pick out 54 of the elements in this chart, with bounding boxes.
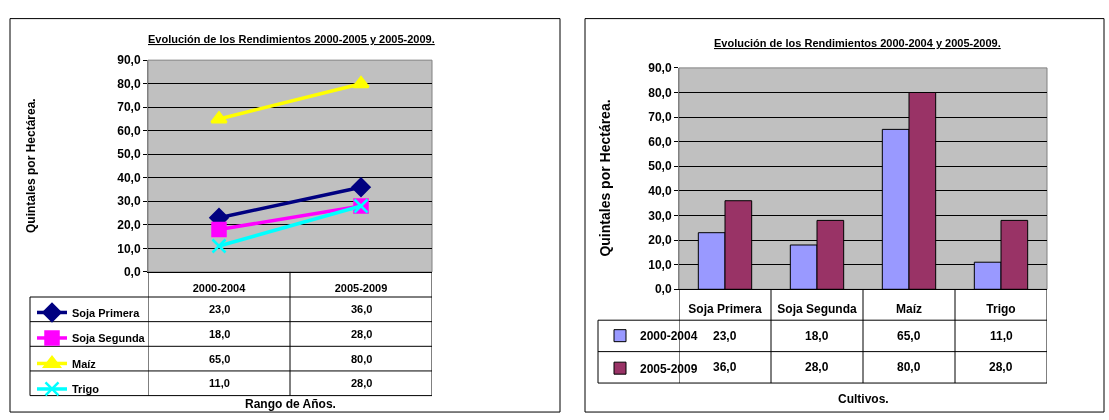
y-tick-label: 70,0	[648, 110, 672, 125]
data-label: 80,0	[351, 353, 373, 365]
y-tick-label: 50,0	[648, 159, 672, 174]
data-label: 11,0	[990, 329, 1014, 343]
y-tick-label: 40,0	[648, 184, 672, 199]
data-label: 23,0	[209, 303, 231, 315]
legend-label: 2005-2009	[640, 361, 698, 376]
y-tick-label: 50,0	[117, 147, 141, 162]
x-tick-label: Soja Segunda	[777, 301, 857, 316]
point	[351, 177, 371, 197]
data-label: 36,0	[713, 360, 737, 374]
x-tick-label: Maíz	[895, 301, 923, 316]
y-tick-label: 60,0	[117, 123, 141, 138]
y-tick-label: 20,0	[648, 233, 672, 248]
y-tick-label: 30,0	[117, 194, 141, 209]
y-axis-title: Quintales por Hectárea.	[23, 98, 38, 234]
y-tick-label: 10,0	[117, 241, 141, 256]
legend-label: Maíz	[72, 357, 97, 370]
point	[211, 221, 227, 238]
data-label: 23,0	[713, 329, 737, 343]
y-tick-label: 10,0	[648, 257, 672, 272]
data-label: 80,0	[897, 360, 921, 374]
y-tick-label: 90,0	[117, 53, 141, 68]
y-tick-label: 60,0	[648, 134, 672, 149]
y-tick-label: 20,0	[117, 218, 141, 233]
y-tick-label: 90,0	[648, 61, 672, 76]
x-axis-title: Rango de Años.	[245, 397, 336, 411]
x-tick-label: Trigo	[986, 301, 1016, 316]
y-tick-label: 80,0	[117, 76, 141, 91]
y-axis-title: Quintales por Hectárea.	[597, 99, 614, 257]
data-label: 18,0	[209, 328, 231, 340]
chart-title: Evolución de los Rendimientos 2000-2004 y 2005-2009.	[714, 37, 1001, 49]
y-tick-label: 70,0	[117, 100, 141, 115]
x-tick-label: Soja Primera	[688, 301, 763, 316]
data-label: 11,0	[209, 377, 230, 389]
legend-label: Soja Segunda	[72, 332, 146, 345]
y-tick-label: 0,0	[654, 282, 672, 297]
data-label: 28,0	[989, 360, 1013, 374]
y-tick-label: 80,0	[648, 85, 672, 100]
legend-label: 2000-2004	[640, 329, 698, 344]
y-tick-label: 40,0	[117, 170, 141, 185]
data-label: 65,0	[897, 329, 921, 343]
legend-label: Trigo	[72, 383, 100, 396]
x-axis-title: Cultivos.	[838, 392, 889, 406]
data-label: 18,0	[805, 329, 829, 343]
data-label: 28,0	[805, 360, 829, 374]
data-label: 28,0	[351, 328, 373, 340]
data-label: 65,0	[209, 353, 231, 365]
y-tick-label: 30,0	[648, 208, 672, 223]
y-tick-label: 0,0	[123, 265, 141, 280]
data-label: 28,0	[351, 377, 373, 389]
chart-title: Evolución de los Rendimientos 2000-2005 y 2005-2009.	[148, 33, 435, 45]
data-label: 36,0	[351, 303, 373, 315]
point	[211, 238, 227, 254]
